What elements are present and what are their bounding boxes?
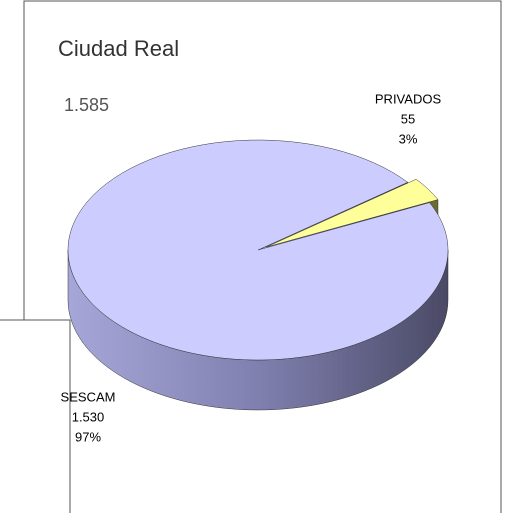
slice-label: PRIVADOS (375, 91, 442, 106)
value-label: 1.530 (72, 409, 105, 424)
chart-title: Ciudad Real (58, 36, 179, 61)
percent-label: 97% (75, 429, 101, 444)
value-label: 55 (401, 111, 415, 126)
pie (67, 139, 449, 411)
chart-subtitle: 1.585 (64, 95, 109, 115)
slice (67, 139, 449, 361)
frame (23, 0, 502, 513)
frame (0, 319, 71, 513)
slice (266, 178, 439, 248)
percent-label: 3% (399, 131, 418, 146)
slice-label: SESCAM (61, 389, 116, 404)
